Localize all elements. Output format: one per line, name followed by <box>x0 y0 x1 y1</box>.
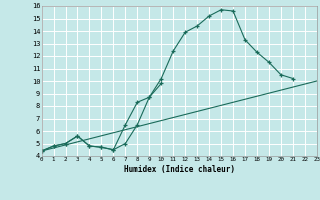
X-axis label: Humidex (Indice chaleur): Humidex (Indice chaleur) <box>124 165 235 174</box>
